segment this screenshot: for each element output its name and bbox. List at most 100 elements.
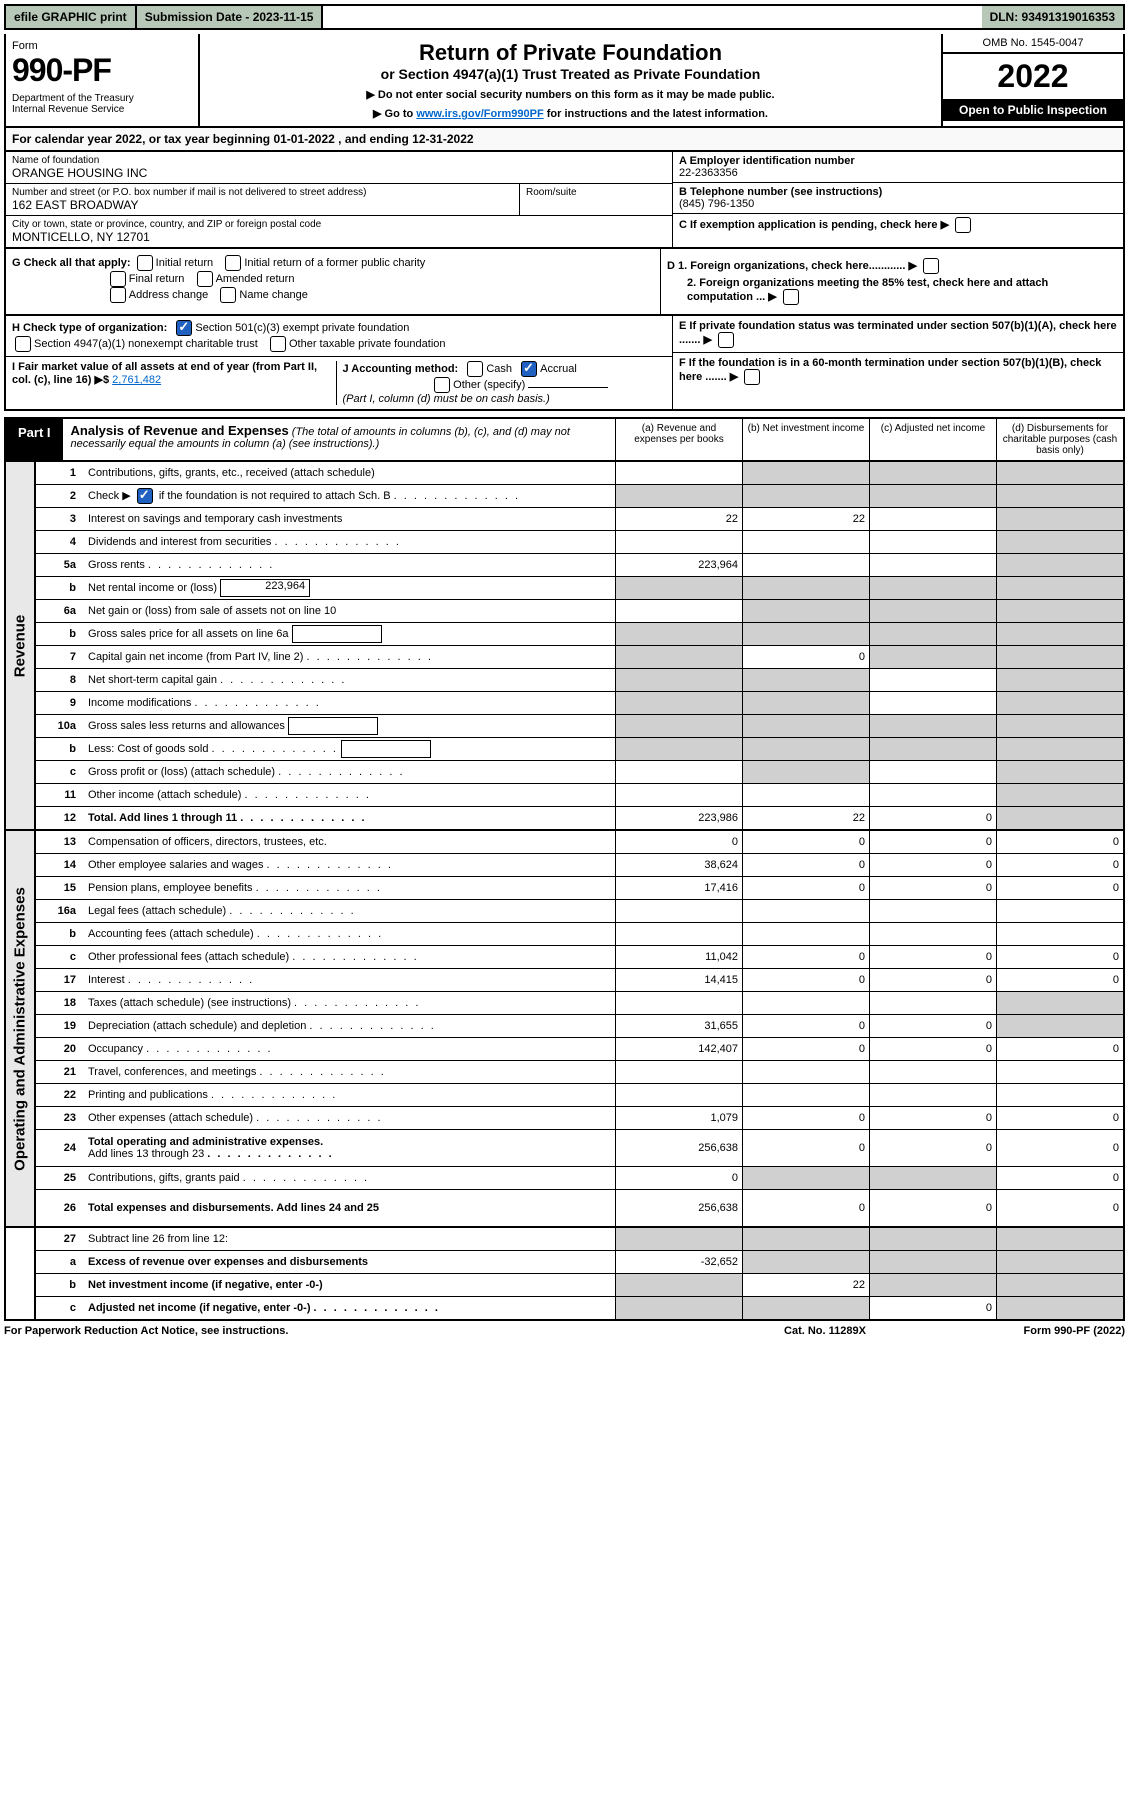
row-24-num: 24 [36, 1142, 84, 1154]
row-19-desc: Depreciation (attach schedule) and deple… [84, 1018, 615, 1034]
f-checkbox[interactable] [744, 369, 760, 385]
j-accrual-checkbox[interactable] [521, 361, 537, 377]
c-checkbox[interactable] [955, 217, 971, 233]
dln-label: DLN: 93491319016353 [982, 6, 1123, 28]
part-1-badge: Part I [6, 419, 63, 460]
row-25-d: 0 [996, 1167, 1123, 1189]
row-21-num: 21 [36, 1066, 84, 1078]
row-10b-num: b [36, 743, 84, 755]
row-18-num: 18 [36, 997, 84, 1009]
blank-side [6, 1228, 36, 1319]
submission-date: Submission Date - 2023-11-15 [137, 6, 324, 28]
h-501c3-checkbox[interactable] [176, 320, 192, 336]
row-16c-d: 0 [996, 946, 1123, 968]
g-opt-4: Address change [129, 289, 209, 301]
header-left: Form 990-PF Department of the Treasury I… [6, 34, 200, 126]
row-12-a: 223,986 [615, 807, 742, 829]
instr-1: ▶ Do not enter social security numbers o… [206, 88, 935, 101]
row-10b-box [341, 740, 431, 758]
row-10a-desc: Gross sales less returns and allowances [84, 715, 615, 737]
j-other: Other (specify) [453, 379, 525, 391]
row-27-desc: Subtract line 26 from line 12: [84, 1231, 615, 1247]
row-24-d: 0 [996, 1130, 1123, 1166]
g-initial-checkbox[interactable] [137, 255, 153, 271]
row-16c-a: 11,042 [615, 946, 742, 968]
row-8-desc: Net short-term capital gain [84, 672, 615, 688]
form-title: Return of Private Foundation [206, 40, 935, 66]
h-other-checkbox[interactable] [270, 336, 286, 352]
row-14-c: 0 [869, 854, 996, 876]
row-13-d: 0 [996, 831, 1123, 853]
row-4-desc: Dividends and interest from securities [84, 534, 615, 550]
g-name-checkbox[interactable] [220, 287, 236, 303]
col-a-header: (a) Revenue and expenses per books [615, 419, 742, 460]
row-27b-num: b [36, 1279, 84, 1291]
row-5a-desc: Gross rents [84, 557, 615, 573]
row-16b-num: b [36, 928, 84, 940]
row-6a-desc: Net gain or (loss) from sale of assets n… [84, 603, 615, 619]
revenue-side-label: Revenue [6, 462, 36, 829]
row-27-num: 27 [36, 1233, 84, 1245]
form-header: Form 990-PF Department of the Treasury I… [4, 34, 1125, 128]
h-opt-2: Section 4947(a)(1) nonexempt charitable … [34, 338, 258, 350]
header-right: OMB No. 1545-0047 2022 Open to Public In… [941, 34, 1123, 126]
row-14-b: 0 [742, 854, 869, 876]
h-4947-checkbox[interactable] [15, 336, 31, 352]
d1-checkbox[interactable] [923, 258, 939, 274]
instructions-link[interactable]: www.irs.gov/Form990PF [416, 108, 543, 120]
g-initial-former-checkbox[interactable] [225, 255, 241, 271]
row-16b-desc: Accounting fees (attach schedule) [84, 926, 615, 942]
fmv-value[interactable]: 2,761,482 [112, 374, 161, 386]
row-27c-desc: Adjusted net income (if negative, enter … [84, 1300, 615, 1316]
j-other-checkbox[interactable] [434, 377, 450, 393]
form-number: 990-PF [12, 52, 192, 89]
j-note: (Part I, column (d) must be on cash basi… [343, 393, 550, 405]
row-22-num: 22 [36, 1089, 84, 1101]
row-8-num: 8 [36, 674, 84, 686]
row-24-c: 0 [869, 1130, 996, 1166]
row-20-b: 0 [742, 1038, 869, 1060]
entity-info: Name of foundation ORANGE HOUSING INC Nu… [4, 152, 1125, 249]
instr-2-suffix: for instructions and the latest informat… [544, 108, 768, 120]
row-26-num: 26 [36, 1202, 84, 1214]
row-10b-desc: Less: Cost of goods sold [84, 738, 615, 760]
row-3-num: 3 [36, 513, 84, 525]
g-final-checkbox[interactable] [110, 271, 126, 287]
ein-value: 22-2363356 [679, 167, 738, 179]
row-23-d: 0 [996, 1107, 1123, 1129]
row-24-desc: Total operating and administrative expen… [84, 1134, 615, 1162]
row-15-desc: Pension plans, employee benefits [84, 880, 615, 896]
j-cash-checkbox[interactable] [467, 361, 483, 377]
h-label: H Check type of organization: [12, 322, 167, 334]
row-17-d: 0 [996, 969, 1123, 991]
row-15-b: 0 [742, 877, 869, 899]
addr-label: Number and street (or P.O. box number if… [12, 187, 513, 198]
row-17-c: 0 [869, 969, 996, 991]
g-opt-5: Name change [239, 289, 308, 301]
row-13-c: 0 [869, 831, 996, 853]
row-12-b: 22 [742, 807, 869, 829]
schb-checkbox[interactable] [137, 488, 153, 504]
j-accrual: Accrual [540, 363, 577, 375]
d1-label: D 1. Foreign organizations, check here..… [667, 260, 905, 272]
tax-year: 2022 [943, 54, 1123, 99]
row-12-num: 12 [36, 812, 84, 824]
ein-label: A Employer identification number [679, 155, 855, 167]
g-address-checkbox[interactable] [110, 287, 126, 303]
e-checkbox[interactable] [718, 332, 734, 348]
h-opt-1: Section 501(c)(3) exempt private foundat… [195, 322, 409, 334]
g-amended-checkbox[interactable] [197, 271, 213, 287]
row-6b-num: b [36, 628, 84, 640]
row-1-desc: Contributions, gifts, grants, etc., rece… [84, 465, 615, 481]
d2-checkbox[interactable] [783, 289, 799, 305]
row-10c-desc: Gross profit or (loss) (attach schedule) [84, 764, 615, 780]
row-15-num: 15 [36, 882, 84, 894]
room-label: Room/suite [526, 187, 666, 198]
row-7-desc: Capital gain net income (from Part IV, l… [84, 649, 615, 665]
part-1-title: Analysis of Revenue and Expenses (The to… [63, 419, 615, 460]
row-6b-desc: Gross sales price for all assets on line… [84, 623, 615, 645]
row-16a-desc: Legal fees (attach schedule) [84, 903, 615, 919]
row-26-a: 256,638 [615, 1190, 742, 1226]
row-13-desc: Compensation of officers, directors, tru… [84, 834, 615, 850]
row-14-desc: Other employee salaries and wages [84, 857, 615, 873]
